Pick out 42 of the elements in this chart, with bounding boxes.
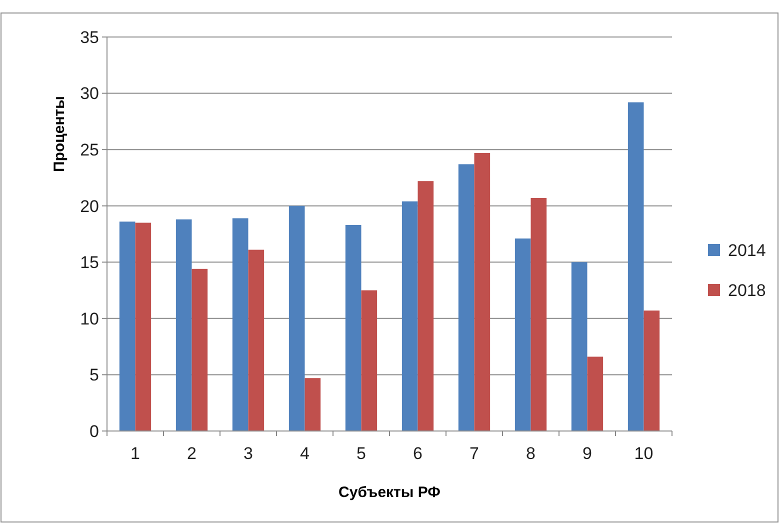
bar (474, 152, 490, 431)
bar (135, 222, 152, 431)
bar (345, 224, 362, 431)
y-tick-label: 30 (80, 84, 99, 104)
bar (418, 181, 434, 431)
y-tick-label: 5 (90, 366, 99, 385)
x-tick-label: 6 (413, 444, 422, 463)
bar (248, 250, 264, 431)
x-tick-label: 2 (187, 444, 196, 463)
y-tick-label: 35 (80, 28, 99, 47)
x-tick-label: 5 (356, 444, 366, 463)
bar (644, 310, 660, 431)
bar (304, 378, 321, 431)
legend-label: 2014 (728, 240, 766, 260)
x-axis-title: Субъекты РФ (338, 484, 441, 501)
bar (530, 198, 547, 431)
x-tick-label: 1 (130, 444, 140, 463)
legend-label: 2018 (728, 280, 766, 300)
bar (232, 218, 248, 431)
y-tick-label: 25 (80, 140, 99, 160)
bar (176, 219, 192, 431)
bar (402, 201, 418, 431)
bar (458, 164, 474, 431)
x-tick-label: 10 (634, 444, 654, 463)
x-tick-label: 8 (526, 444, 536, 463)
x-tick-label: 9 (582, 444, 592, 463)
bar (192, 268, 208, 431)
y-tick-label: 15 (80, 253, 99, 272)
y-tick-label: 10 (80, 309, 99, 328)
bar (361, 290, 378, 431)
bar (628, 102, 644, 431)
bar (571, 262, 588, 431)
bar (514, 238, 531, 431)
x-tick-label: 4 (300, 444, 310, 463)
y-axis-title: Проценты (51, 96, 68, 172)
y-tick-label: 0 (90, 422, 99, 441)
bar (119, 222, 136, 431)
x-tick-label: 3 (244, 444, 253, 463)
y-tick-label: 20 (80, 196, 99, 216)
x-tick-label: 7 (470, 444, 479, 463)
bar (288, 206, 305, 431)
bar (587, 356, 604, 431)
